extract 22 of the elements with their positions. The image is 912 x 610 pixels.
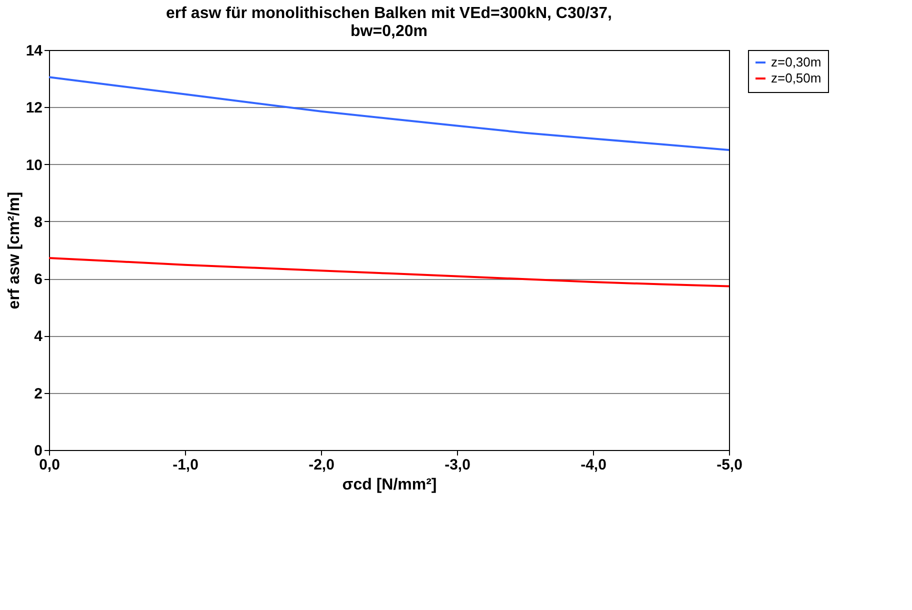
x-tick-label: -3,0 [444,456,470,474]
y-tick-label: 0 [34,442,42,460]
y-axis-title: erf asw [cm²/m] [6,192,23,310]
y-tick-label: 6 [34,271,42,288]
line-series [48,76,730,151]
x-tick-label: -4,0 [580,456,606,474]
x-tick-label: -5,0 [716,456,742,474]
x-tick-label: -1,0 [172,456,198,474]
line-series [48,257,730,288]
x-tick-label: 0,0 [39,456,60,474]
y-tick-label: 12 [26,100,42,117]
y-tick-label: 2 [34,385,42,402]
y-tick-label: 14 [26,42,44,60]
legend-label: z=0,50m [771,70,822,86]
y-tick-label: 10 [26,156,42,174]
y-tick-label: 4 [34,328,44,346]
text: erf asw für monolithischen Balken mit VEd=300kN, C30/37, [166,5,612,22]
x-tick-label: -2,0 [308,456,334,474]
legend-label: z=0,30m [771,54,822,70]
x-axis-title: σcd [N/mm²] [342,476,437,494]
y-tick-label: 8 [34,214,42,231]
text: bw=0,20m [350,23,428,40]
